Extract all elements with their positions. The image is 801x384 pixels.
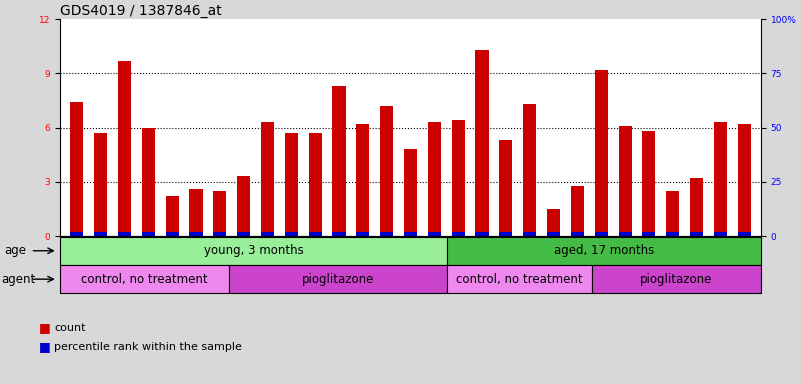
Text: young, 3 months: young, 3 months: [203, 244, 304, 257]
Bar: [738, 124, 751, 236]
Bar: [404, 149, 417, 236]
Bar: [380, 232, 393, 236]
Bar: [592, 265, 761, 293]
Text: agent: agent: [1, 273, 35, 286]
Bar: [142, 128, 155, 236]
Text: GDS4019 / 1387846_at: GDS4019 / 1387846_at: [60, 4, 222, 18]
Bar: [118, 232, 131, 236]
Bar: [547, 209, 560, 236]
Bar: [476, 232, 489, 236]
Bar: [118, 61, 131, 236]
Text: pioglitazone: pioglitazone: [302, 273, 374, 286]
Bar: [332, 86, 345, 236]
Bar: [70, 103, 83, 236]
Bar: [476, 50, 489, 236]
Bar: [166, 196, 179, 236]
Bar: [237, 177, 250, 236]
Bar: [229, 265, 447, 293]
Bar: [594, 232, 608, 236]
Text: age: age: [4, 244, 26, 257]
Bar: [618, 232, 632, 236]
Bar: [213, 191, 227, 236]
Bar: [332, 232, 345, 236]
Bar: [213, 232, 227, 236]
Bar: [452, 121, 465, 236]
Text: control, no treatment: control, no treatment: [82, 273, 208, 286]
Bar: [523, 232, 536, 236]
Bar: [166, 232, 179, 236]
Text: ■: ■: [38, 340, 50, 353]
Bar: [404, 232, 417, 236]
Bar: [142, 232, 155, 236]
Text: aged, 17 months: aged, 17 months: [553, 244, 654, 257]
Bar: [738, 232, 751, 236]
Bar: [94, 133, 107, 236]
Bar: [428, 232, 441, 236]
Bar: [499, 140, 513, 236]
Bar: [237, 232, 250, 236]
Bar: [261, 232, 274, 236]
Bar: [189, 189, 203, 236]
Bar: [356, 232, 369, 236]
Bar: [642, 131, 655, 236]
Bar: [714, 232, 727, 236]
Bar: [189, 232, 203, 236]
Text: percentile rank within the sample: percentile rank within the sample: [54, 342, 243, 352]
Bar: [70, 232, 83, 236]
Bar: [714, 122, 727, 236]
Bar: [666, 232, 679, 236]
Bar: [666, 191, 679, 236]
Bar: [547, 232, 560, 236]
Bar: [356, 124, 369, 236]
Text: control, no treatment: control, no treatment: [456, 273, 582, 286]
Bar: [261, 122, 274, 236]
Bar: [452, 232, 465, 236]
Text: count: count: [54, 323, 86, 333]
Bar: [308, 232, 322, 236]
Bar: [499, 232, 513, 236]
Bar: [690, 232, 703, 236]
Bar: [428, 122, 441, 236]
Bar: [447, 237, 761, 265]
Bar: [380, 106, 393, 236]
Bar: [447, 265, 592, 293]
Bar: [308, 133, 322, 236]
Bar: [571, 232, 584, 236]
Bar: [594, 70, 608, 236]
Bar: [618, 126, 632, 236]
Bar: [690, 178, 703, 236]
Bar: [523, 104, 536, 236]
Text: ■: ■: [38, 321, 50, 334]
Bar: [60, 237, 447, 265]
Bar: [285, 133, 298, 236]
Text: pioglitazone: pioglitazone: [640, 273, 713, 286]
Bar: [94, 232, 107, 236]
Bar: [60, 265, 229, 293]
Bar: [642, 232, 655, 236]
Bar: [285, 232, 298, 236]
Bar: [571, 185, 584, 236]
